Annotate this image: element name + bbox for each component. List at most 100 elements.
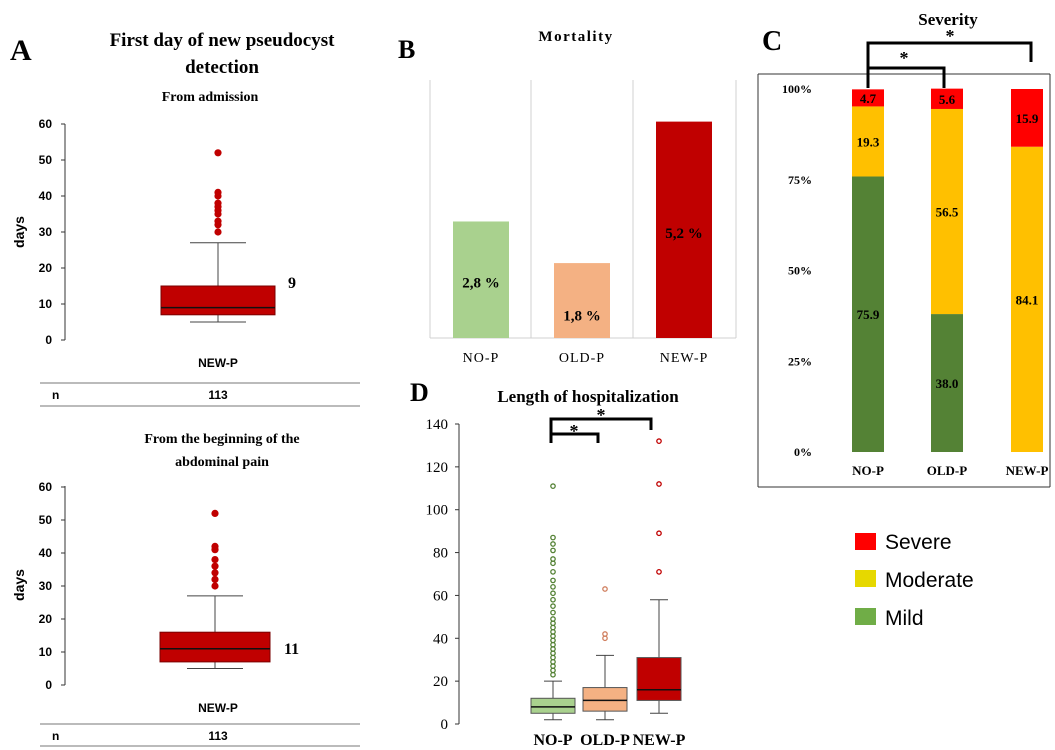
panel-b-letter: B: [398, 35, 415, 64]
a-top-y-ticks: 0 10 20 30 40 50 60: [39, 117, 65, 347]
c-segment-value-label: 38.0: [936, 376, 959, 391]
d-outlier-point: [550, 596, 556, 603]
d-outlier-point: [550, 541, 556, 547]
d-outlier-point: [656, 438, 662, 444]
b-bar-value-label: 1,8 %: [563, 309, 601, 325]
a-top-outlier-point: [214, 188, 222, 196]
c-segment-value-label: 56.5: [936, 205, 959, 220]
d-tick-label: 40: [433, 631, 448, 647]
a-top-median-label: 9: [288, 275, 296, 292]
a-bottom-ylabel: days: [11, 569, 27, 601]
panel-d-title: Length of hospitalization: [497, 387, 679, 406]
d-outlier-point: [550, 577, 556, 584]
d-outlier-point: [550, 616, 556, 622]
a-bottom-tick-label: 10: [39, 645, 53, 659]
a-bottom-outlier-point: [211, 509, 219, 517]
a-bottom-n-label: n: [52, 729, 59, 743]
legend-swatch-moderate: [855, 570, 876, 587]
c-segment-severe: [852, 89, 884, 107]
a-top-tick-label: 10: [39, 297, 53, 311]
b-bar-new-p: [656, 121, 712, 338]
a-bottom-tick-label: 40: [39, 546, 53, 560]
d-outlier-point: [550, 609, 556, 616]
a-bottom-outlier-point: [211, 556, 219, 564]
panel-a-title-line2: detection: [185, 57, 259, 78]
a-bottom-tick-label: 0: [45, 678, 52, 692]
d-outlier-point: [550, 603, 556, 609]
panel-a-title-line1: First day of new pseudocyst: [110, 30, 336, 51]
panel-d-letter: D: [410, 378, 429, 407]
c-segment-severe: [1011, 89, 1043, 147]
legend-swatch-mild: [855, 608, 876, 625]
panel-b: B Mortality 2,8 % NO-P 1,8 % OLD-P 5,2 % NEW-…: [398, 29, 737, 366]
a-bottom-tick-label: 50: [39, 513, 53, 527]
c-segment-moderate: [852, 106, 884, 177]
a-bottom-outlier-point: [211, 569, 219, 577]
a-bottom-y-ticks: 0 10 20 30 40 50 60: [39, 480, 65, 692]
a-bottom-tick-label: 60: [39, 480, 53, 494]
c-stacked-bars-group: 75.9 19.3 4.7 NO-P 38.0 56.5 5.6 OLD-P 84.1 15.9 N…: [852, 88, 1048, 478]
a-top-outlier-point: [214, 199, 222, 207]
a-top-category: NEW-P: [198, 356, 238, 370]
a-bottom-box: [159, 631, 271, 663]
c-segment-value-label: 4.7: [860, 91, 877, 106]
panel-c-letter: C: [762, 26, 782, 57]
a-bottom-tick-label: 30: [39, 579, 53, 593]
d-tick-label: 0: [441, 717, 449, 733]
a-bottom-outlier-point: [211, 575, 219, 584]
a-bottom-outlier-point: [211, 562, 219, 570]
c-segment-value-label: 15.9: [1016, 111, 1039, 126]
a-top-tick-label: 40: [39, 189, 53, 203]
c-segment-mild: [852, 176, 884, 452]
a-bottom-tick-label: 20: [39, 612, 53, 626]
d-tick-label: 120: [426, 460, 449, 476]
c-sig-star-2: *: [946, 26, 955, 46]
c-segment-value-label: 84.1: [1016, 292, 1039, 307]
d-category-label: NO-P: [533, 732, 572, 749]
d-box-no-p: [530, 697, 576, 714]
panel-a-letter: A: [10, 34, 32, 67]
c-segment-value-label: 75.9: [857, 307, 880, 322]
d-tick-label: 60: [433, 588, 448, 604]
d-outlier-point: [550, 547, 556, 554]
a-top-outlier-point: [214, 217, 222, 225]
d-tick-label: 80: [433, 546, 448, 562]
b-category-label: OLD-P: [559, 351, 605, 366]
c-segment-moderate: [1011, 146, 1043, 453]
a-top-tick-label: 30: [39, 225, 53, 239]
c-tick-label: 50%: [788, 264, 812, 278]
a-bottom-median-label: 11: [284, 641, 299, 658]
a-bottom-subtitle-line1: From the beginning of the: [144, 432, 299, 447]
d-box-old-p: [582, 687, 628, 712]
a-top-n-value: 113: [208, 388, 228, 402]
c-tick-label: 0%: [794, 445, 812, 459]
b-category-label: NO-P: [463, 351, 500, 366]
a-bottom-box-group: [159, 509, 271, 669]
c-segment-mild: [931, 314, 963, 452]
a-top-ylabel: days: [11, 216, 27, 248]
d-sig-star-1: *: [570, 421, 579, 441]
d-category-label: OLD-P: [580, 732, 630, 749]
a-bottom-subtitle-line2: abdominal pain: [175, 455, 269, 470]
d-outlier-point: [550, 483, 556, 489]
a-bottom-n-value: 113: [208, 729, 228, 743]
legend-swatch-severe: [855, 533, 876, 550]
c-sig-bracket-1: [866, 66, 946, 88]
b-bar-old-p: [554, 263, 610, 338]
d-outlier-point: [656, 530, 662, 537]
a-bottom-outlier-point: [211, 542, 219, 551]
a-top-tick-label: 50: [39, 153, 53, 167]
a-top-box: [160, 285, 276, 316]
c-y-ticks: 0% 25% 50% 75% 100%: [782, 82, 812, 459]
c-tick-label: 75%: [788, 173, 812, 187]
a-top-subtitle: From admission: [162, 90, 259, 105]
a-top-tick-label: 20: [39, 261, 53, 275]
b-category-label: NEW-P: [660, 351, 709, 366]
c-segment-value-label: 19.3: [857, 134, 880, 149]
c-sig-bracket-2: [866, 41, 1033, 68]
a-top-outlier-point: [214, 149, 222, 157]
c-category-label: NO-P: [852, 463, 884, 478]
d-y-ticks: 0 20 40 60 80 100 120 140: [426, 417, 459, 733]
d-tick-label: 100: [426, 503, 449, 519]
c-segment-value-label: 5.6: [939, 92, 956, 107]
